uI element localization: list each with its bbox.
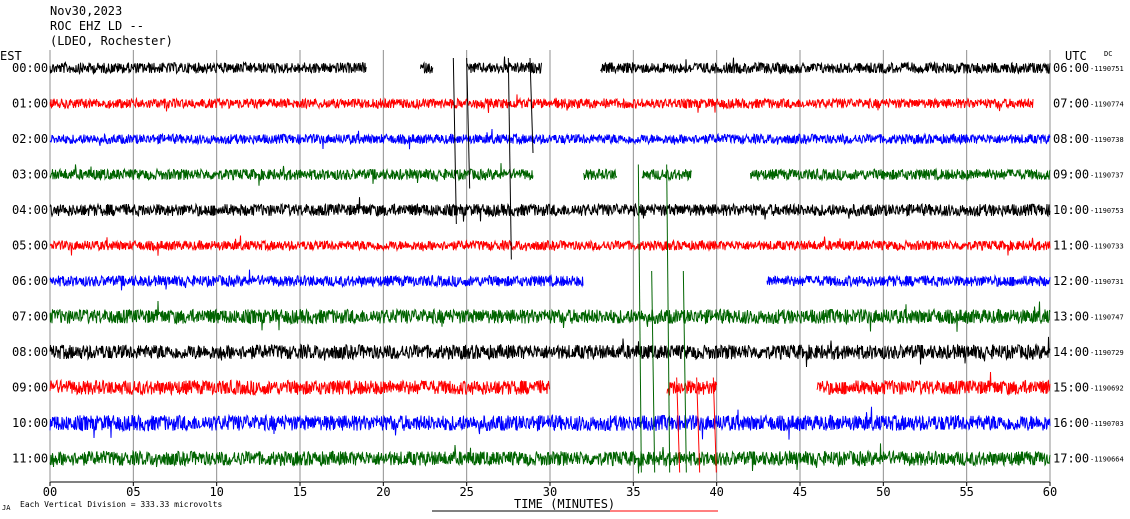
event-spike [676,377,681,473]
row-label-est: 01:00 [12,97,48,111]
x-tick-label: 40 [709,485,723,499]
header-date: Nov30,2023 [50,4,122,18]
trace-row-0500 [49,235,1051,256]
row-label-est: 11:00 [12,452,48,466]
row-label-utc: 17:00 [1053,452,1089,466]
trace-row-0400 [49,197,1051,222]
row-label-utc: 12:00 [1053,274,1089,288]
event-spike [696,377,701,473]
row-label-utc: 06:00 [1053,61,1089,75]
row-dc-offset: -1190731 [1090,278,1124,286]
row-dc-offset: -1190753 [1090,207,1124,215]
row-label-utc: 13:00 [1053,310,1089,324]
event-spike [466,57,471,189]
row-dc-offset: -1190747 [1090,314,1124,322]
x-tick-label: 50 [876,485,890,499]
event-spike [637,164,642,473]
row-dc-offset: -1190703 [1090,420,1124,428]
x-tick-label: 60 [1043,485,1057,499]
x-tick-label: 30 [543,485,557,499]
row-label-est: 07:00 [12,310,48,324]
x-tick-label: 15 [293,485,307,499]
x-tick-label: 20 [376,485,390,499]
event-spike [529,57,534,154]
row-label-est: 06:00 [12,274,48,288]
row-dc-offset: -1190738 [1090,136,1124,144]
header-network: (LDEO, Rochester) [50,34,173,48]
row-label-utc: 07:00 [1053,97,1089,111]
x-axis-label: TIME (MINUTES) [514,497,615,511]
event-spike [651,270,656,473]
row-label-utc: 16:00 [1053,416,1089,430]
x-tick-label: 35 [626,485,640,499]
row-label-est: 02:00 [12,132,48,146]
row-dc-offset: -1190751 [1090,65,1124,73]
trace-row-1000 [49,406,1051,440]
row-label-utc: 14:00 [1053,345,1089,359]
trace-row-0600 [49,269,1051,291]
x-tick-label: 55 [959,485,973,499]
corner-mark: JA [2,504,11,512]
row-label-est: 00:00 [12,61,48,75]
row-label-est: 03:00 [12,168,48,182]
left-timezone-label: EST [0,49,22,63]
header-station: ROC EHZ LD -- [50,19,144,33]
row-dc-offset: -1190733 [1090,243,1124,251]
row-label-est: 08:00 [12,345,48,359]
x-tick-label: 25 [459,485,473,499]
row-dc-offset: -1190729 [1090,349,1124,357]
event-spike [452,57,457,225]
x-tick-label: 10 [209,485,223,499]
row-label-est: 09:00 [12,381,48,395]
trace-row-0200 [49,128,1051,150]
trace-row-0300 [49,163,1051,186]
row-label-utc: 11:00 [1053,239,1089,253]
trace-row-0800 [49,336,1051,368]
row-label-utc: 15:00 [1053,381,1089,395]
trace-group [49,56,1051,474]
scale-note: Each Vertical Division = 333.33 microvol… [20,500,222,509]
row-label-utc: 09:00 [1053,168,1089,182]
grid-lines [49,50,1051,482]
x-tick-label: 00 [43,485,57,499]
trace-row-0100 [49,94,1034,113]
row-label-est: 05:00 [12,239,48,253]
event-spike [712,377,717,473]
row-dc-offset: -1190692 [1090,385,1124,393]
row-label-est: 10:00 [12,416,48,430]
trace-row-0000 [49,56,1051,76]
row-label-utc: 08:00 [1053,132,1089,146]
trace-row-0700 [49,300,1051,332]
trace-row-0900 [49,371,1051,397]
row-dc-offset: -1190737 [1090,172,1124,180]
x-tick-label: 45 [793,485,807,499]
trace-row-1100 [49,443,1051,474]
event-spike [507,57,512,260]
row-dc-offset: -1190664 [1090,456,1124,464]
row-dc-offset: -1190774 [1090,101,1124,109]
row-label-utc: 10:00 [1053,203,1089,217]
event-spike [682,270,687,473]
row-label-est: 04:00 [12,203,48,217]
right-timezone-label: UTC [1065,49,1087,63]
x-tick-label: 05 [126,485,140,499]
event-spike [666,164,671,473]
dc-label: DC [1104,50,1112,58]
x-ticks: 00 05 10 15 20 25 30 35 40 45 50 55 60 [43,482,1057,499]
